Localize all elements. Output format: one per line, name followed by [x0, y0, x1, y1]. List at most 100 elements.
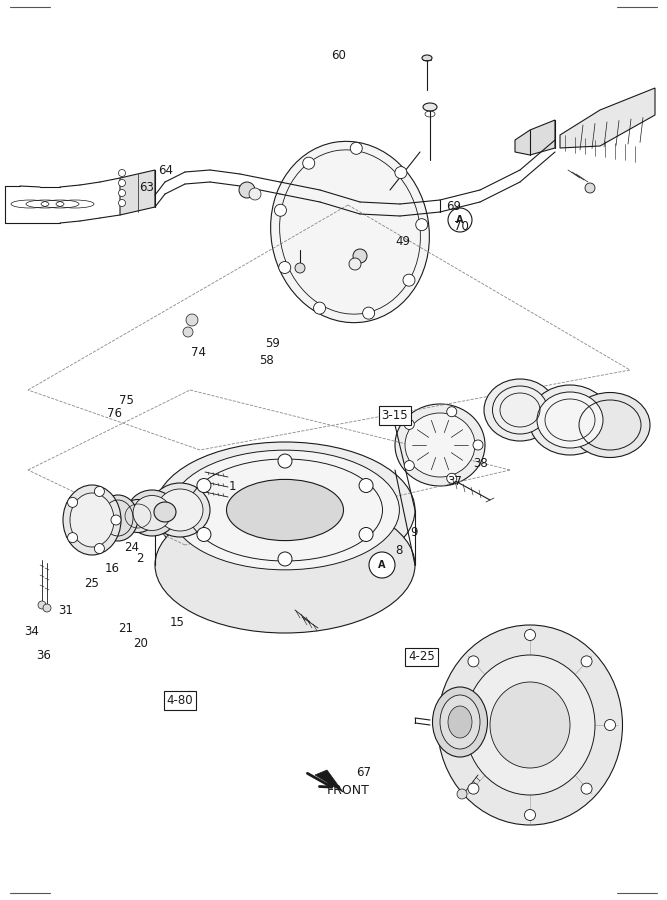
Circle shape	[38, 601, 46, 609]
Circle shape	[278, 552, 292, 566]
Text: 16: 16	[105, 562, 119, 575]
Ellipse shape	[529, 385, 611, 455]
Ellipse shape	[537, 392, 603, 448]
Circle shape	[585, 183, 595, 193]
Text: 2: 2	[136, 552, 144, 564]
Text: 70: 70	[454, 220, 469, 233]
Circle shape	[183, 327, 193, 337]
Circle shape	[119, 190, 125, 196]
Circle shape	[349, 258, 361, 270]
Circle shape	[95, 487, 105, 497]
Circle shape	[457, 789, 467, 799]
Circle shape	[67, 533, 77, 543]
Text: 25: 25	[85, 577, 99, 590]
Ellipse shape	[484, 379, 556, 441]
Circle shape	[119, 179, 125, 186]
Ellipse shape	[127, 490, 177, 536]
Ellipse shape	[171, 450, 400, 570]
Circle shape	[111, 515, 121, 525]
Text: 69: 69	[446, 201, 461, 213]
Ellipse shape	[465, 655, 595, 795]
Text: 4-25: 4-25	[408, 651, 435, 663]
Circle shape	[350, 142, 362, 154]
Circle shape	[239, 182, 255, 198]
Circle shape	[581, 783, 592, 794]
Circle shape	[119, 200, 125, 206]
Ellipse shape	[570, 392, 650, 457]
Circle shape	[416, 219, 428, 230]
Ellipse shape	[432, 687, 488, 757]
Ellipse shape	[150, 483, 210, 537]
Circle shape	[448, 208, 472, 232]
Ellipse shape	[120, 500, 156, 533]
Text: 76: 76	[107, 408, 122, 420]
Circle shape	[581, 656, 592, 667]
Circle shape	[278, 454, 292, 468]
Text: 60: 60	[331, 50, 346, 62]
Text: 75: 75	[119, 394, 134, 407]
Ellipse shape	[155, 442, 415, 578]
Text: 34: 34	[25, 626, 39, 638]
Polygon shape	[560, 88, 655, 148]
Text: 49: 49	[396, 235, 410, 248]
Circle shape	[473, 440, 483, 450]
Circle shape	[524, 629, 536, 641]
Circle shape	[197, 527, 211, 542]
Text: 21: 21	[118, 622, 133, 634]
Circle shape	[295, 263, 305, 273]
Circle shape	[468, 656, 479, 667]
Circle shape	[444, 719, 456, 731]
Circle shape	[95, 544, 105, 554]
Circle shape	[359, 479, 373, 492]
Ellipse shape	[63, 485, 121, 555]
Circle shape	[313, 302, 325, 314]
Ellipse shape	[492, 386, 548, 434]
Circle shape	[604, 719, 616, 731]
Circle shape	[447, 407, 457, 417]
Ellipse shape	[133, 496, 171, 530]
Polygon shape	[315, 770, 343, 792]
Circle shape	[43, 604, 51, 612]
Circle shape	[67, 498, 77, 508]
Ellipse shape	[423, 103, 437, 111]
Text: A: A	[456, 215, 464, 225]
Circle shape	[186, 314, 198, 326]
Circle shape	[468, 783, 479, 794]
Circle shape	[404, 419, 414, 429]
Text: 74: 74	[191, 346, 206, 359]
Text: 59: 59	[265, 338, 279, 350]
Text: 3-15: 3-15	[382, 410, 408, 422]
Text: 64: 64	[158, 165, 173, 177]
Text: 63: 63	[139, 181, 154, 194]
Circle shape	[524, 809, 536, 821]
Circle shape	[279, 262, 291, 274]
Polygon shape	[515, 120, 555, 155]
Circle shape	[303, 158, 315, 169]
Text: 4-80: 4-80	[167, 694, 193, 706]
Ellipse shape	[70, 493, 114, 547]
Text: 9: 9	[410, 526, 418, 539]
Text: 20: 20	[133, 637, 147, 650]
Text: 8: 8	[395, 544, 403, 557]
Text: 15: 15	[169, 616, 184, 629]
Text: 36: 36	[36, 649, 51, 662]
Circle shape	[403, 274, 415, 286]
Circle shape	[359, 527, 373, 542]
Circle shape	[274, 204, 286, 216]
Text: 38: 38	[473, 457, 488, 470]
Ellipse shape	[227, 480, 344, 541]
Circle shape	[197, 479, 211, 492]
Circle shape	[353, 249, 367, 263]
Ellipse shape	[448, 706, 472, 738]
Circle shape	[249, 188, 261, 200]
Polygon shape	[120, 170, 155, 215]
Text: FRONT: FRONT	[327, 784, 370, 796]
Circle shape	[404, 461, 414, 471]
Circle shape	[369, 552, 395, 578]
Text: 58: 58	[259, 354, 274, 366]
Ellipse shape	[440, 695, 480, 749]
Ellipse shape	[155, 497, 415, 633]
Text: 67: 67	[356, 766, 371, 778]
Ellipse shape	[98, 495, 138, 541]
Circle shape	[447, 473, 457, 483]
